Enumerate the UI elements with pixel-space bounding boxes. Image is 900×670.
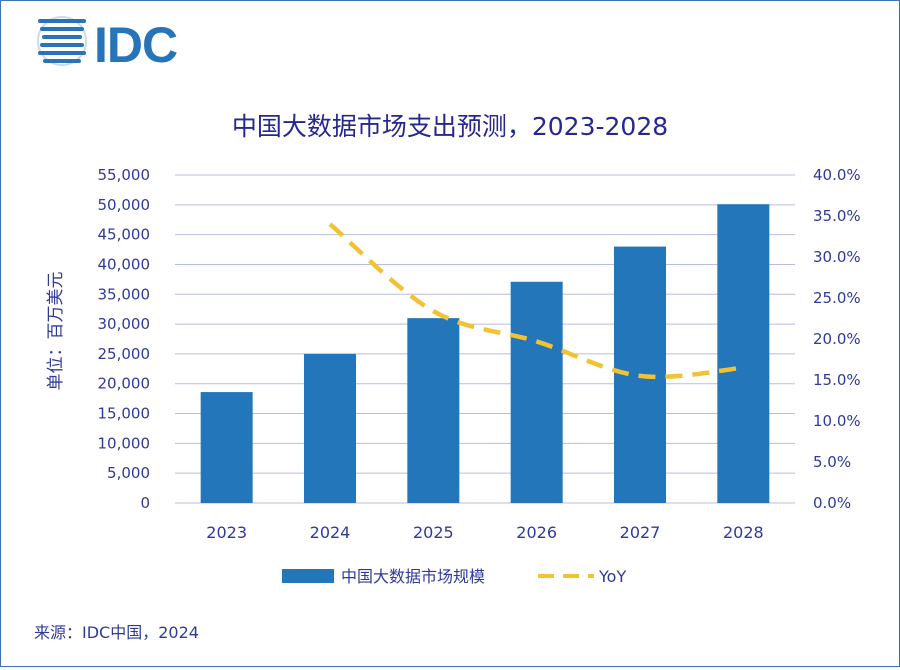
x-tick-label: 2027 [620, 523, 661, 542]
bar [510, 281, 563, 503]
yoy-series-line [328, 222, 744, 380]
bar [407, 318, 460, 503]
right-tick-label: 40.0% [813, 166, 861, 184]
bar [200, 392, 253, 503]
bar [304, 353, 356, 503]
gridlines [175, 174, 795, 504]
right-tick-label: 10.0% [813, 412, 861, 430]
right-tick-label: 25.0% [813, 289, 861, 307]
right-tick-label: 35.0% [813, 207, 861, 225]
yoy-line [328, 222, 744, 380]
left-tick-label: 50,000 [98, 196, 151, 214]
left-tick-label: 45,000 [98, 226, 151, 244]
legend-bar-swatch [282, 569, 334, 583]
left-tick-label: 25,000 [98, 345, 151, 363]
x-tick-label: 2023 [206, 523, 247, 542]
y-axis-label: 单位：百万美元 [46, 272, 66, 391]
legend-bar-label: 中国大数据市场规模 [341, 567, 485, 586]
chart-title: 中国大数据市场支出预测，2023-2028 [232, 112, 668, 141]
idc-logo: IDC [37, 16, 178, 73]
x-tick-label: 2026 [516, 523, 557, 542]
idc-logo-text: IDC [94, 17, 177, 73]
source-note: 来源：IDC中国，2024 [34, 623, 199, 642]
left-tick-label: 35,000 [98, 285, 151, 303]
right-tick-label: 15.0% [813, 371, 861, 389]
x-tick-label: 2024 [310, 523, 351, 542]
bar [717, 204, 770, 504]
left-axis-ticks: 0 5,000 10,000 15,000 20,000 25,000 30,000 35,0… [98, 166, 151, 512]
left-tick-label: 40,000 [98, 255, 151, 273]
left-tick-label: 5,000 [107, 464, 150, 482]
right-axis-ticks: 0.0% 5.0% 10.0% 15.0% 20.0% 25.0% 30.0% 35.0% 40… [813, 166, 861, 512]
right-tick-label: 5.0% [813, 453, 851, 471]
right-tick-label: 20.0% [813, 330, 861, 348]
left-tick-label: 10,000 [98, 434, 151, 452]
x-tick-label: 2025 [413, 523, 454, 542]
legend: 中国大数据市场规模 YoY [282, 567, 626, 586]
right-tick-label: 30.0% [813, 248, 861, 266]
left-tick-label: 55,000 [98, 166, 151, 184]
right-tick-label: 0.0% [813, 494, 851, 512]
x-tick-label: 2028 [723, 523, 764, 542]
left-tick-label: 20,000 [98, 375, 151, 393]
left-tick-label: 0 [140, 494, 150, 512]
x-axis-ticks: 2023 2024 2025 2026 2027 2028 [206, 523, 763, 542]
idc-logo-globe-icon [37, 16, 87, 66]
left-tick-label: 30,000 [98, 315, 151, 333]
left-tick-label: 15,000 [98, 405, 151, 423]
legend-line-label: YoY [598, 567, 626, 586]
